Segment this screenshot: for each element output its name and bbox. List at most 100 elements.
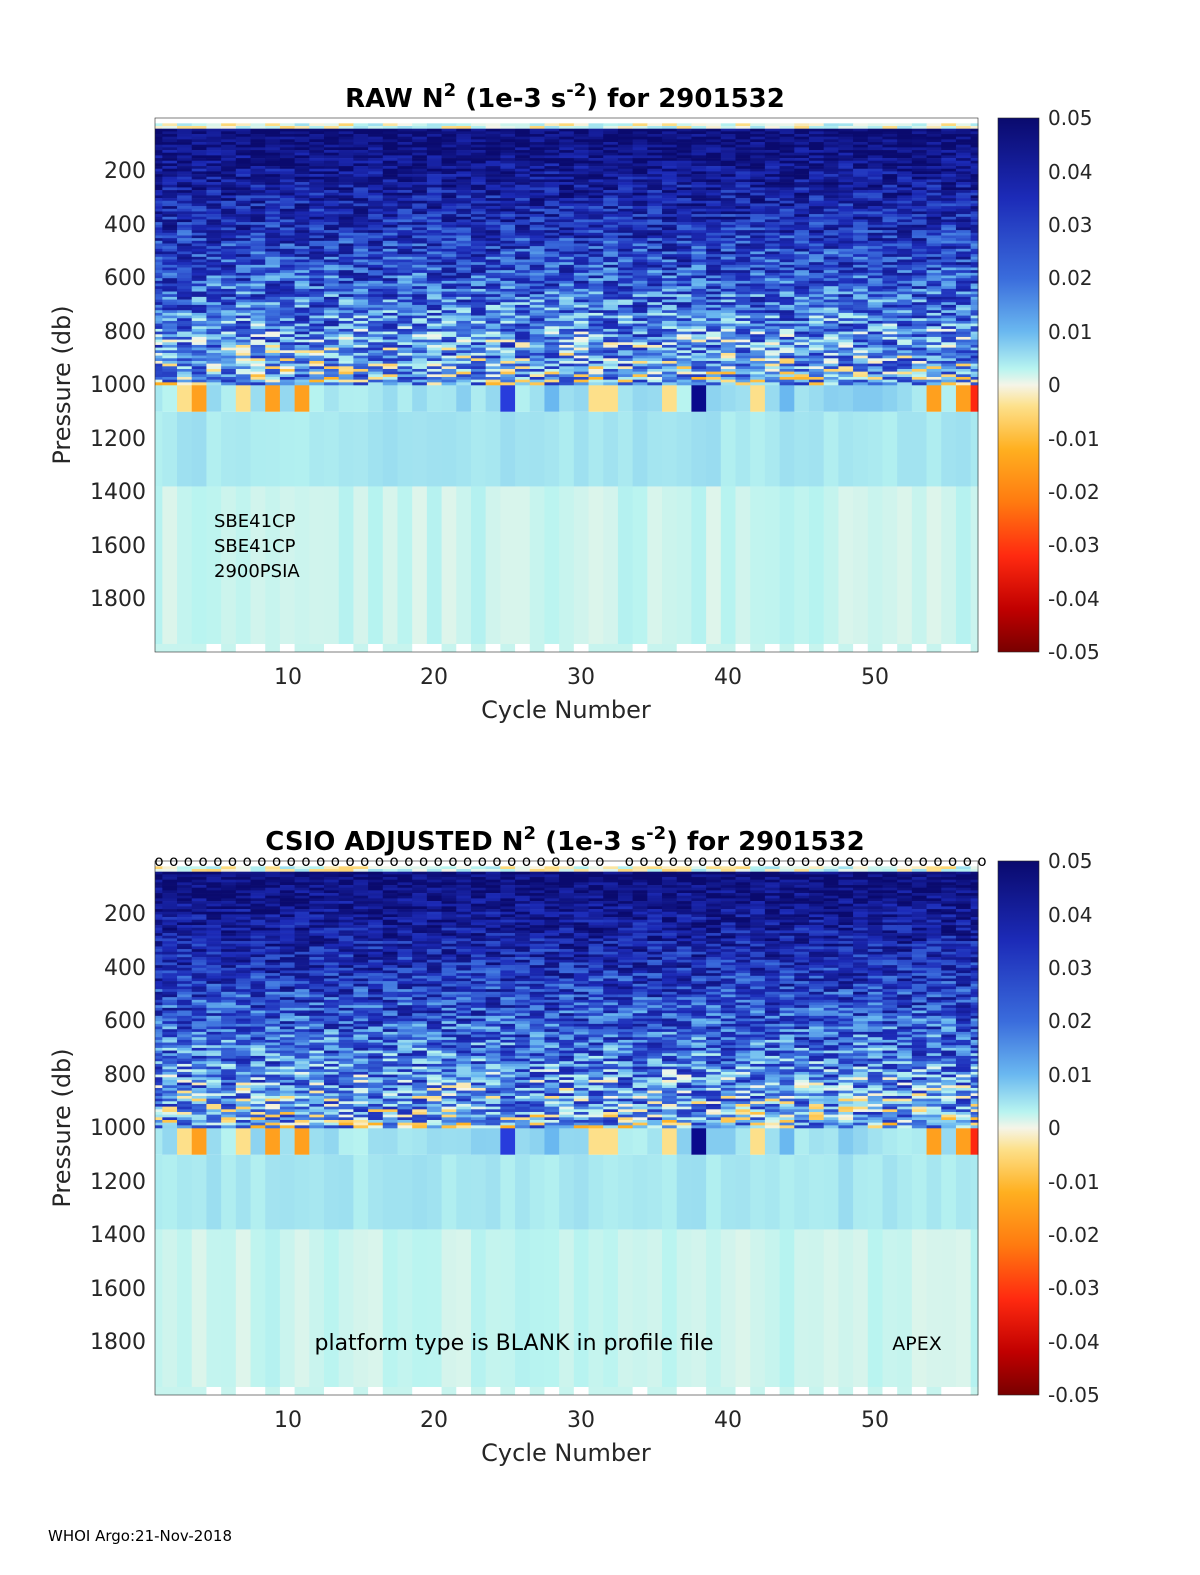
heatmap-cell	[470, 216, 487, 220]
heatmap-cell	[647, 182, 663, 186]
heatmap-cell	[676, 128, 692, 132]
heatmap-cell	[559, 216, 575, 220]
heatmap-cell	[559, 139, 575, 143]
heatmap-cell	[720, 385, 737, 412]
heatmap-cell	[853, 315, 869, 319]
heatmap-cell	[603, 211, 619, 215]
heatmap-cell	[691, 160, 707, 164]
heatmap-cell	[676, 382, 692, 386]
heatmap-cell	[838, 270, 854, 274]
heatmap-cell	[456, 296, 472, 300]
heatmap-cell	[823, 195, 839, 199]
heatmap-cell	[632, 272, 648, 276]
heatmap-cell	[720, 331, 737, 335]
heatmap-cell	[515, 302, 531, 306]
heatmap-cell	[470, 182, 487, 186]
heatmap-cell	[155, 262, 163, 266]
heatmap-cell	[353, 243, 369, 247]
heatmap-cell	[515, 182, 531, 186]
heatmap-cell	[324, 227, 340, 231]
heatmap-cell	[603, 366, 619, 370]
heatmap-cell	[823, 307, 839, 311]
heatmap-cell	[441, 280, 457, 284]
heatmap-cell	[191, 160, 207, 164]
heatmap-cell	[603, 230, 619, 234]
heatmap-cell	[515, 174, 531, 178]
heatmap-cell	[764, 382, 781, 386]
heatmap-cell	[603, 182, 619, 186]
heatmap-cell	[794, 200, 810, 204]
heatmap-cell	[470, 144, 487, 148]
heatmap-cell	[559, 336, 575, 340]
heatmap-cell	[382, 320, 398, 324]
heatmap-cell	[177, 352, 193, 356]
heatmap-cell	[573, 379, 590, 383]
heatmap-cell	[221, 385, 237, 412]
heatmap-cell	[279, 360, 296, 364]
heatmap-cell	[706, 128, 722, 132]
heatmap-cell	[853, 307, 869, 311]
heatmap-cell	[691, 312, 707, 316]
heatmap-cell	[603, 339, 619, 343]
heatmap-cell	[485, 134, 501, 137]
heatmap-cell	[426, 358, 443, 362]
heatmap-cell	[794, 198, 810, 202]
heatmap-cell	[647, 315, 663, 319]
heatmap-cell	[720, 208, 737, 212]
heatmap-cell	[750, 299, 766, 303]
heatmap-cell	[441, 182, 457, 186]
chart-title: RAW N2 (1e-3 s-2) for 2901532	[345, 80, 785, 114]
heatmap-cell	[808, 152, 825, 156]
heatmap-cell	[235, 152, 252, 156]
heatmap-cell	[750, 163, 766, 167]
heatmap-cell	[647, 251, 663, 255]
heatmap-cell	[853, 200, 869, 204]
heatmap-cell	[632, 243, 648, 247]
heatmap-cell	[706, 334, 722, 338]
heatmap-cell	[368, 336, 384, 340]
heatmap-cell	[456, 331, 472, 335]
heatmap-cell	[162, 318, 178, 322]
heatmap-cell	[500, 230, 516, 234]
heatmap-cell	[397, 296, 413, 300]
heatmap-cell	[588, 371, 604, 375]
heatmap-cell	[177, 334, 193, 338]
heatmap-cell	[309, 243, 325, 247]
heatmap-cell	[735, 176, 751, 180]
heatmap-cell	[324, 232, 340, 236]
heatmap-cell	[559, 339, 575, 343]
heatmap-cell	[324, 275, 340, 279]
heatmap-cell	[382, 280, 398, 284]
heatmap-cell	[794, 320, 810, 324]
heatmap-cell	[191, 320, 207, 324]
heatmap-cell	[529, 251, 545, 255]
heatmap-cell	[544, 224, 560, 228]
heatmap-cell	[235, 256, 252, 260]
heatmap-cell	[764, 336, 781, 340]
heatmap-cell	[853, 299, 869, 303]
heatmap-cell	[382, 262, 398, 266]
heatmap-cell	[808, 224, 825, 228]
heatmap-cell	[808, 128, 825, 132]
heatmap-cell	[485, 310, 501, 314]
heatmap-cell	[265, 296, 281, 300]
heatmap-cell	[162, 350, 178, 354]
heatmap-cell	[500, 331, 516, 335]
heatmap-cell	[368, 342, 384, 346]
heatmap-cell	[368, 360, 384, 364]
heatmap-cell	[779, 246, 795, 250]
heatmap-cell	[191, 366, 207, 370]
heatmap-cell	[485, 251, 501, 255]
heatmap-cell	[397, 318, 413, 322]
heatmap-cell	[382, 272, 398, 276]
heatmap-cell	[706, 139, 722, 143]
heatmap-cell	[309, 342, 325, 346]
heatmap-cell	[500, 248, 516, 252]
heatmap-cell	[529, 344, 545, 348]
heatmap-cell	[632, 355, 648, 359]
heatmap-cell	[426, 304, 443, 308]
heatmap-cell	[265, 283, 281, 287]
heatmap-cell	[206, 355, 222, 359]
heatmap-cell	[676, 187, 692, 191]
heatmap-cell	[515, 299, 531, 303]
